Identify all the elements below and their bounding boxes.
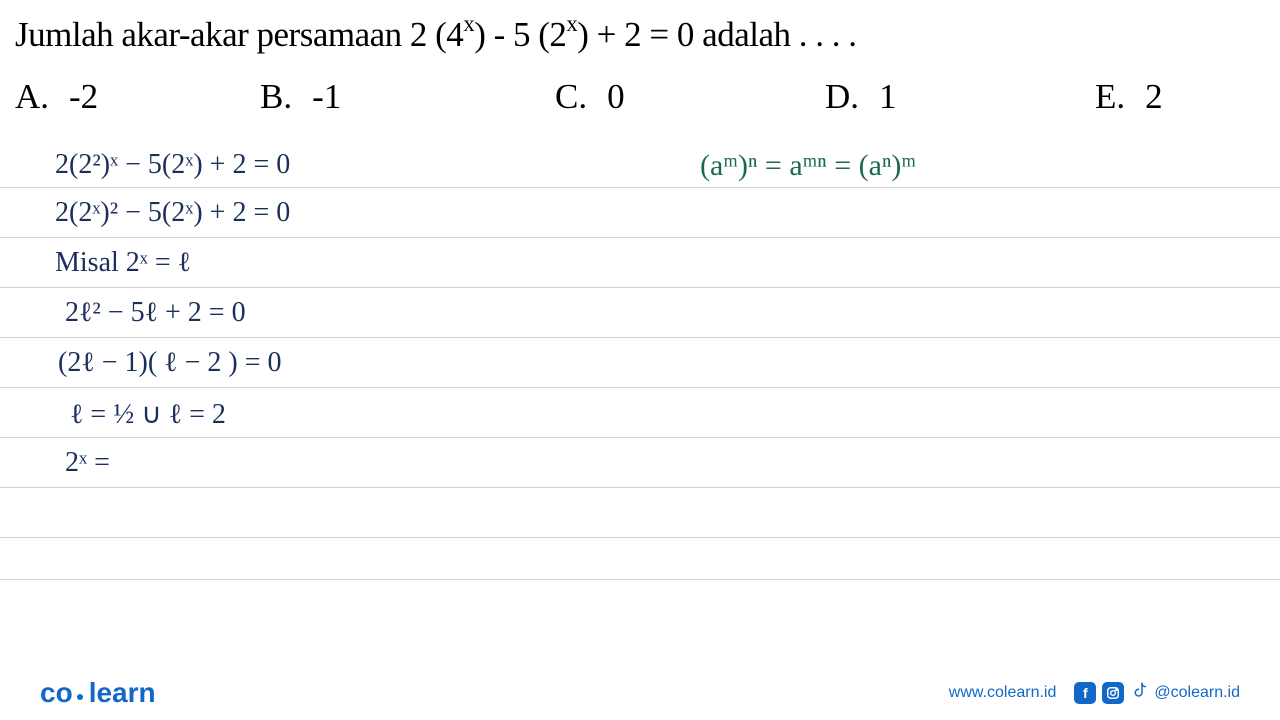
ruled-line: [0, 337, 1280, 338]
logo-co: co: [40, 677, 73, 709]
question-sup1: x: [463, 11, 474, 36]
logo-dot-icon: [77, 694, 83, 700]
choice-a: A. -2: [15, 77, 178, 117]
work-line-2: 2(2ˣ)² − 5(2ˣ) + 2 = 0: [55, 197, 290, 229]
logo-learn: learn: [89, 677, 156, 709]
ruled-line: [0, 387, 1280, 388]
question-area: Jumlah akar-akar persamaan 2 (4x) - 5 (2…: [0, 0, 1280, 77]
choice-b: B. -1: [260, 77, 421, 117]
choice-d-value: 1: [879, 77, 897, 117]
work-line-3: Misal 2ˣ = ℓ: [55, 247, 191, 279]
ruled-line: [0, 537, 1280, 538]
footer-right: www.colearn.id f @colearn.id: [949, 681, 1240, 705]
ruled-line: [0, 237, 1280, 238]
question-mid1: ) - 5 (2: [474, 15, 566, 54]
footer: co learn www.colearn.id f @colearn: [0, 666, 1280, 720]
work-line-4: 2ℓ² − 5ℓ + 2 = 0: [65, 297, 246, 329]
question-sup2: x: [566, 11, 577, 36]
choice-a-label: A.: [15, 77, 49, 117]
choice-b-value: -1: [312, 77, 341, 117]
work-line-5: (2ℓ − 1)( ℓ − 2 ) = 0: [58, 347, 282, 379]
social-handle: @colearn.id: [1154, 684, 1240, 702]
choice-c-value: 0: [607, 77, 625, 117]
choice-a-value: -2: [69, 77, 98, 117]
ruled-line: [0, 187, 1280, 188]
work-line-6: ℓ = ½ ∪ ℓ = 2: [70, 397, 226, 431]
instagram-icon[interactable]: [1102, 682, 1124, 704]
website-link[interactable]: www.colearn.id: [949, 684, 1057, 702]
choice-b-label: B.: [260, 77, 292, 117]
question-text: Jumlah akar-akar persamaan 2 (4x) - 5 (2…: [15, 10, 1265, 59]
question-prefix: Jumlah akar-akar persamaan 2 (4: [15, 15, 463, 54]
brand-logo: co learn: [40, 677, 156, 709]
choice-d: D. 1: [825, 77, 977, 117]
work-line-1: 2(2²)ˣ − 5(2ˣ) + 2 = 0: [55, 149, 290, 181]
choice-c: C. 0: [555, 77, 705, 117]
choice-c-label: C.: [555, 77, 587, 117]
ruled-line: [0, 579, 1280, 580]
social-icons: f @colearn.id: [1074, 681, 1240, 705]
work-area: 2(2²)ˣ − 5(2ˣ) + 2 = 0 (aᵐ)ⁿ = aᵐⁿ = (aⁿ…: [0, 139, 1280, 579]
choice-e: E. 2: [1095, 77, 1243, 117]
ruled-line: [0, 437, 1280, 438]
facebook-icon[interactable]: f: [1074, 682, 1096, 704]
ruled-line: [0, 487, 1280, 488]
formula-note: (aᵐ)ⁿ = aᵐⁿ = (aⁿ)ᵐ: [700, 149, 916, 183]
choice-d-label: D.: [825, 77, 859, 117]
tiktok-icon[interactable]: [1130, 681, 1148, 705]
choice-e-label: E.: [1095, 77, 1125, 117]
choice-e-value: 2: [1145, 77, 1163, 117]
question-suffix: ) + 2 = 0 adalah . . . .: [577, 15, 856, 54]
work-line-7: 2ˣ =: [65, 447, 110, 479]
ruled-line: [0, 287, 1280, 288]
